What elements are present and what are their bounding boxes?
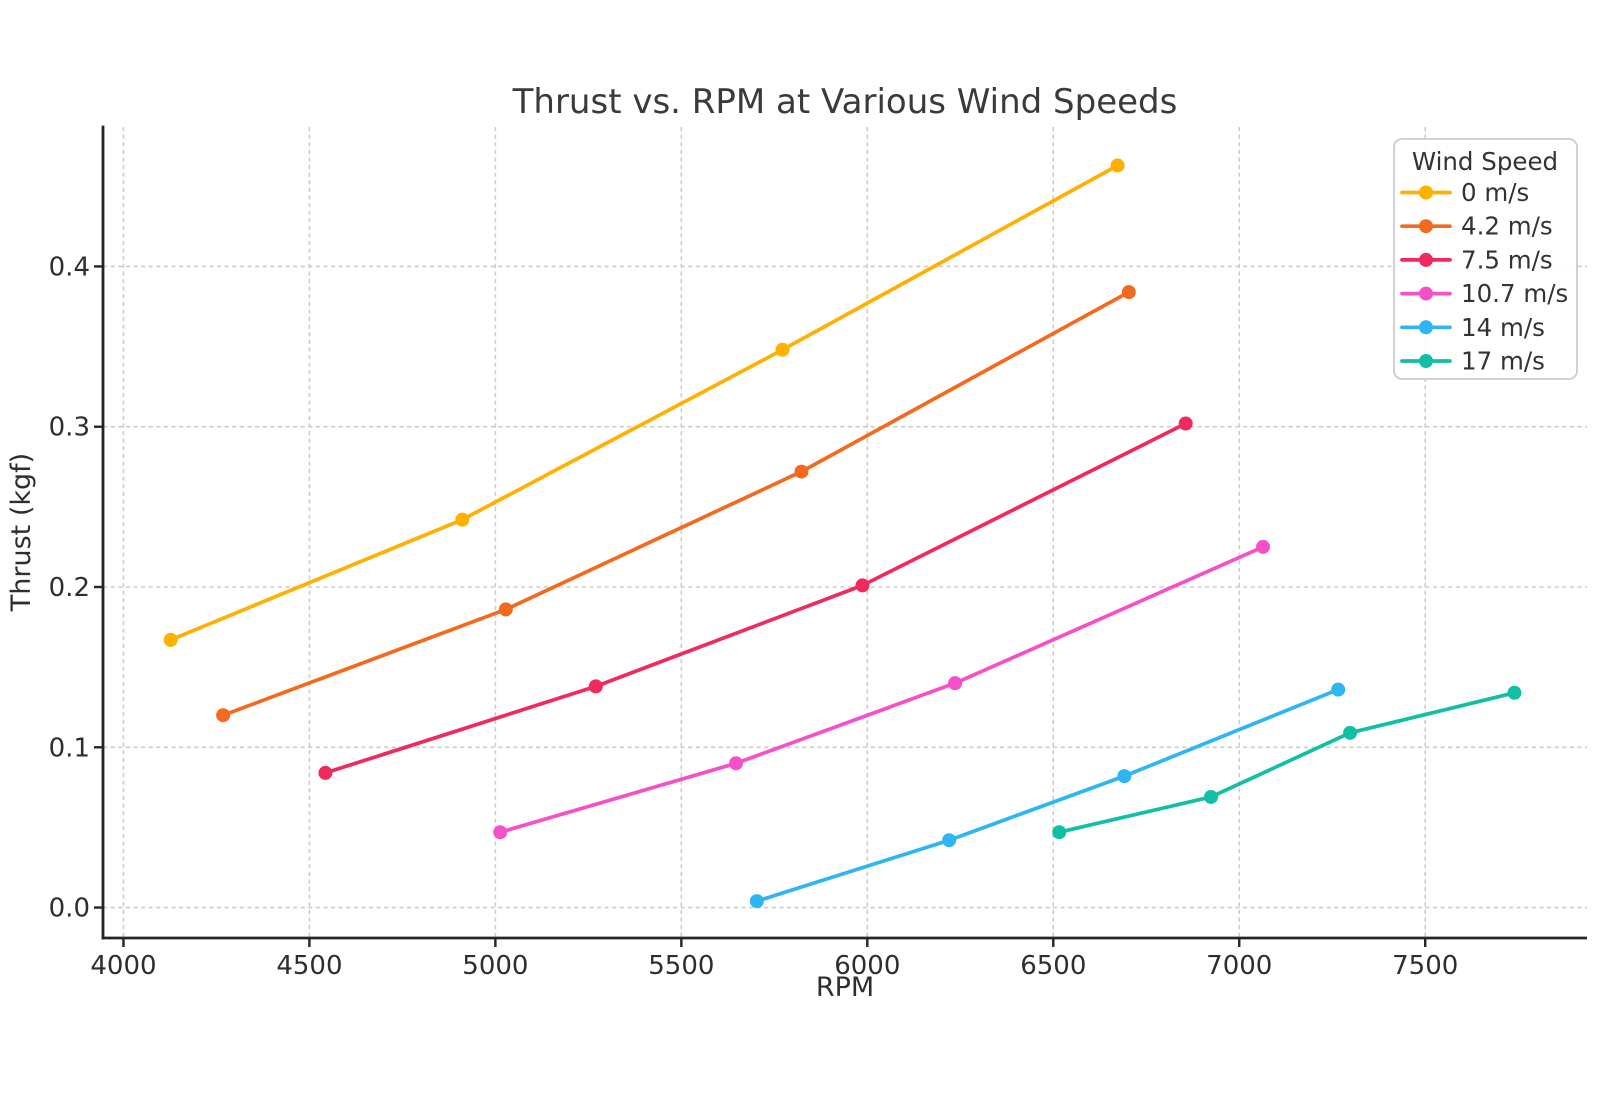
data-point-marker — [498, 602, 513, 617]
legend-label: 4.2 m/s — [1461, 212, 1553, 241]
series-14-m-s — [749, 682, 1346, 909]
series-7-5-m-s — [318, 416, 1193, 780]
data-point-marker — [1178, 416, 1193, 431]
legend-box — [1393, 138, 1578, 380]
legend-marker — [1419, 320, 1433, 335]
data-point-marker — [455, 512, 470, 527]
x-axis-label: RPM — [816, 972, 874, 1003]
data-point-marker — [216, 708, 231, 723]
legend-item: 14 m/s — [1400, 313, 1545, 342]
legend-item: 0 m/s — [1400, 178, 1529, 207]
data-point-marker — [1121, 285, 1136, 300]
data-point-marker — [1110, 158, 1125, 173]
series-line — [1057, 690, 1517, 835]
axes-spines — [101, 125, 1587, 940]
data-point-marker — [775, 342, 790, 357]
legend-label: 7.5 m/s — [1461, 245, 1553, 274]
y-tick-label: 0.3 — [49, 413, 90, 443]
legend-item: 4.2 m/s — [1400, 212, 1553, 241]
x-tick-label: 7000 — [1206, 951, 1272, 981]
legend-marker — [1419, 219, 1433, 234]
legend-title: Wind Speed — [1412, 147, 1558, 176]
legend-item: 10.7 m/s — [1400, 279, 1568, 308]
y-tick-label: 0.2 — [49, 573, 90, 603]
y-tick-label: 0.1 — [49, 733, 90, 763]
data-point-marker — [729, 756, 744, 771]
y-tick-label: 0.4 — [49, 252, 90, 282]
x-tick-label: 6500 — [1020, 951, 1086, 981]
series-4-2-m-s — [216, 285, 1136, 723]
data-point-marker — [1331, 682, 1346, 697]
x-tick-label: 5000 — [462, 951, 528, 981]
legend-marker — [1419, 354, 1433, 368]
series-line — [498, 545, 1265, 835]
data-point-marker — [1052, 825, 1067, 840]
legend-label: 10.7 m/s — [1461, 279, 1568, 308]
y-tick-label: 0.0 — [49, 894, 90, 924]
data-point-marker — [749, 894, 764, 909]
data-point-marker — [1203, 789, 1218, 804]
series-10-7-m-s — [493, 539, 1271, 840]
series-line — [755, 687, 1341, 903]
data-point-marker — [1256, 539, 1271, 554]
legend-item: 7.5 m/s — [1400, 245, 1553, 274]
data-point-marker — [942, 833, 957, 848]
x-tick-label: 6000 — [834, 951, 900, 981]
x-tick-label: 4500 — [276, 951, 342, 981]
legend-label: 0 m/s — [1461, 178, 1529, 207]
x-tick-label: 4000 — [90, 951, 156, 981]
x-tick-label: 7500 — [1392, 951, 1458, 981]
legend-items: 0 m/s 4.2 m/s 7.5 m/s 10.7 m/s 14 m/s 17 m/s — [1400, 178, 1568, 376]
data-point-marker — [855, 578, 870, 593]
data-point-marker — [1343, 725, 1358, 740]
series-layer — [163, 158, 1522, 909]
data-point-marker — [318, 765, 333, 780]
data-point-marker — [493, 825, 508, 840]
grid-layer — [103, 127, 1587, 938]
data-point-marker — [948, 676, 963, 691]
data-point-marker — [588, 679, 603, 694]
data-point-marker — [1117, 769, 1132, 784]
tick-layer: 4000 4500 5000 5500 6000 6500 7000 7500 0.0 0.1 0.… — [49, 252, 1459, 981]
y-axis-label: Thrust (kgf) — [6, 453, 37, 612]
legend-label: 14 m/s — [1461, 313, 1545, 342]
series-line — [323, 421, 1188, 775]
legend-marker — [1419, 185, 1433, 200]
series-line — [221, 290, 1131, 718]
legend-marker — [1419, 286, 1433, 301]
legend-item: 17 m/s — [1400, 347, 1545, 376]
data-point-marker — [163, 632, 178, 647]
series-line — [168, 163, 1120, 642]
data-point-marker — [794, 464, 809, 479]
legend: Wind Speed 0 m/s 4.2 m/s 7.5 m/s 10.7 m/s 14… — [1393, 138, 1578, 380]
legend-marker — [1419, 252, 1433, 267]
series-17-m-s — [1052, 685, 1522, 840]
series-0-m-s — [163, 158, 1125, 647]
legend-label: 17 m/s — [1461, 347, 1545, 376]
data-point-marker — [1507, 685, 1522, 700]
chart-title: Thrust vs. RPM at Various Wind Speeds — [512, 82, 1178, 122]
x-tick-label: 5500 — [648, 951, 714, 981]
